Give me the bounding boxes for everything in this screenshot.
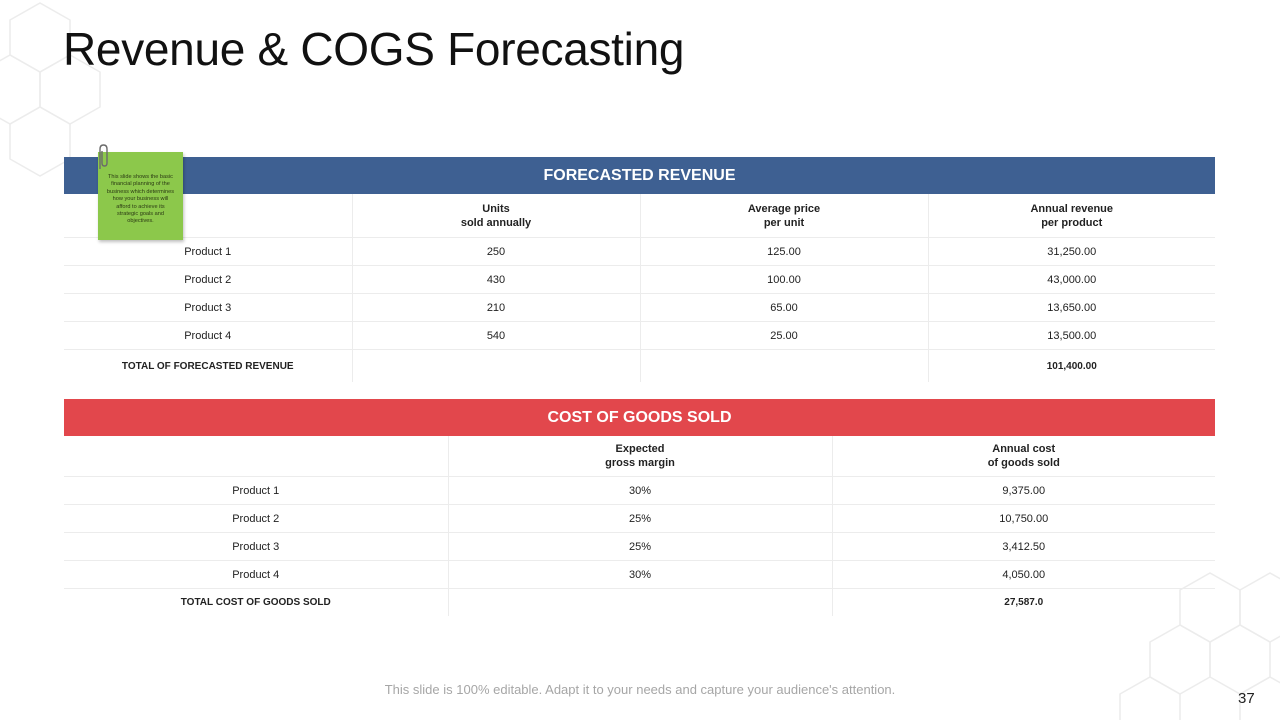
sticky-note: This slide shows the basic financial pla…: [98, 152, 183, 240]
page-number: 37: [1238, 690, 1255, 707]
column-header-line: gross margin: [605, 457, 675, 469]
units-sold-cell: 210: [352, 293, 641, 322]
column-header-line: Units: [482, 202, 510, 215]
page-title: Revenue & COGS Forecasting: [63, 23, 685, 75]
forecasted-revenue-table: FORECASTED REVENUE Units sold annually A…: [64, 157, 1215, 382]
footer-text: This slide is 100% editable. Adapt it to…: [384, 682, 896, 697]
column-header: [64, 436, 449, 477]
table-row: Product 4 540 25.00 13,500.00: [64, 321, 1215, 350]
gross-margin-cell: 30%: [448, 560, 833, 589]
product-name-cell: Product 2: [64, 504, 449, 533]
table-row: Product 2 430 100.00 43,000.00: [64, 265, 1215, 294]
average-price-cell: 25.00: [640, 321, 929, 350]
table-row: Product 4 30% 4,050.00: [64, 560, 1215, 589]
table-header-row: Expected gross margin Annual cost of goo…: [64, 436, 1215, 477]
table-row: Product 2 25% 10,750.00: [64, 504, 1215, 533]
units-sold-cell: 250: [352, 237, 641, 266]
product-name-cell: Product 4: [64, 321, 353, 350]
table-row: Product 3 25% 3,412.50: [64, 532, 1215, 561]
column-header: Average price per unit: [640, 194, 929, 238]
column-header-line: sold annually: [460, 216, 532, 229]
gross-margin-cell: 25%: [448, 504, 833, 533]
column-header: Annual revenue per product: [928, 194, 1215, 238]
column-header-line: of goods sold: [987, 457, 1060, 469]
average-price-cell: 125.00: [640, 237, 929, 266]
total-label: TOTAL OF FORECASTED REVENUE: [64, 349, 353, 382]
total-label: TOTAL COST OF GOODS SOLD: [64, 588, 449, 616]
table-row: Product 1 30% 9,375.00: [64, 476, 1215, 505]
annual-cost-cell: 9,375.00: [832, 476, 1215, 505]
product-name-cell: Product 3: [64, 293, 353, 322]
annual-cost-cell: 10,750.00: [832, 504, 1215, 533]
units-sold-cell: 540: [352, 321, 641, 350]
column-header-line: per unit: [763, 216, 805, 229]
annual-revenue-cell: 31,250.00: [928, 237, 1215, 266]
units-sold-cell: 430: [352, 265, 641, 294]
empty-cell: [352, 349, 641, 382]
table-header-row: Units sold annually Average price per un…: [64, 194, 1215, 238]
column-header: Annual cost of goods sold: [832, 436, 1215, 477]
product-name-cell: Product 1: [64, 476, 449, 505]
column-header-line: per product: [1041, 216, 1103, 229]
empty-cell: [640, 349, 929, 382]
column-header: Expected gross margin: [448, 436, 833, 477]
table-row: Product 1 250 125.00 31,250.00: [64, 237, 1215, 266]
column-header: Units sold annually: [352, 194, 641, 238]
gross-margin-cell: 30%: [448, 476, 833, 505]
cost-of-goods-sold-header: COST OF GOODS SOLD: [64, 399, 1215, 436]
product-name-cell: Product 3: [64, 532, 449, 561]
product-name-cell: Product 4: [64, 560, 449, 589]
total-row: TOTAL OF FORECASTED REVENUE 101,400.00: [64, 349, 1215, 382]
cost-of-goods-sold-table: COST OF GOODS SOLD Expected gross margin…: [64, 399, 1215, 616]
total-value: 101,400.00: [1046, 360, 1097, 372]
total-value: 27,587.0: [1004, 597, 1044, 608]
empty-cell: [448, 588, 833, 616]
cogs-table: Expected gross margin Annual cost of goo…: [64, 436, 1215, 616]
column-header-line: Annual revenue: [1030, 202, 1114, 215]
annual-revenue-cell: 43,000.00: [928, 265, 1215, 294]
annual-cost-cell: 3,412.50: [832, 532, 1215, 561]
annual-revenue-cell: 13,650.00: [928, 293, 1215, 322]
column-header-line: Expected: [615, 443, 665, 455]
forecasted-revenue-header: FORECASTED REVENUE: [64, 157, 1215, 194]
annual-cost-cell: 4,050.00: [832, 560, 1215, 589]
column-header-line: Average price: [747, 202, 821, 215]
revenue-table: Units sold annually Average price per un…: [64, 194, 1215, 382]
average-price-cell: 100.00: [640, 265, 929, 294]
total-row: TOTAL COST OF GOODS SOLD 27,587.0: [64, 588, 1215, 616]
column-header-line: Annual cost: [992, 443, 1056, 455]
annual-revenue-cell: 13,500.00: [928, 321, 1215, 350]
gross-margin-cell: 25%: [448, 532, 833, 561]
average-price-cell: 65.00: [640, 293, 929, 322]
product-name-cell: Product 1: [64, 237, 353, 266]
paperclip-icon: [99, 144, 108, 169]
table-row: Product 3 210 65.00 13,650.00: [64, 293, 1215, 322]
product-name-cell: Product 2: [64, 265, 353, 294]
